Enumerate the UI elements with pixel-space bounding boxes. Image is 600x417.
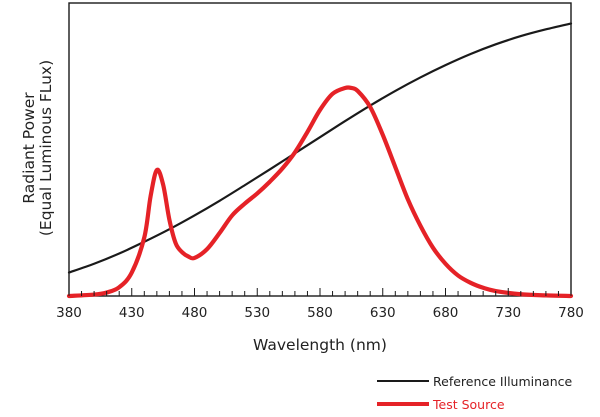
legend: Reference Illuminance Test Source bbox=[377, 374, 573, 412]
plot-border bbox=[68, 2, 572, 297]
x-tick-label: 580 bbox=[307, 305, 333, 321]
x-tick-label: 380 bbox=[56, 305, 82, 321]
x-axis-ticks bbox=[68, 288, 572, 296]
x-tick-label: 430 bbox=[119, 305, 145, 321]
y-axis-title-line-2: (Equal Luminous FLux) bbox=[37, 60, 55, 236]
x-axis-title: Wavelength (nm) bbox=[253, 336, 387, 354]
legend-label-reference-illuminance: Reference Illuminance bbox=[433, 374, 573, 389]
x-tick-label: 730 bbox=[495, 305, 521, 321]
y-axis-title: Radiant Power (Equal Luminous FLux) bbox=[20, 60, 55, 236]
plot-frame bbox=[68, 2, 572, 297]
legend-label-test-source: Test Source bbox=[432, 397, 505, 412]
series-layer bbox=[66, 22, 574, 299]
x-axis-tick-labels: 380 430 480 530 580 630 680 730 780 bbox=[56, 305, 584, 321]
x-tick-label: 780 bbox=[558, 305, 584, 321]
x-tick-label: 530 bbox=[244, 305, 270, 321]
series-line-test-source bbox=[66, 85, 574, 299]
y-axis-title-line-1: Radiant Power bbox=[20, 92, 38, 204]
x-tick-label: 630 bbox=[370, 305, 396, 321]
series-line-reference-illuminance bbox=[67, 22, 573, 274]
x-tick-label: 680 bbox=[433, 305, 459, 321]
x-tick-label: 480 bbox=[182, 305, 208, 321]
